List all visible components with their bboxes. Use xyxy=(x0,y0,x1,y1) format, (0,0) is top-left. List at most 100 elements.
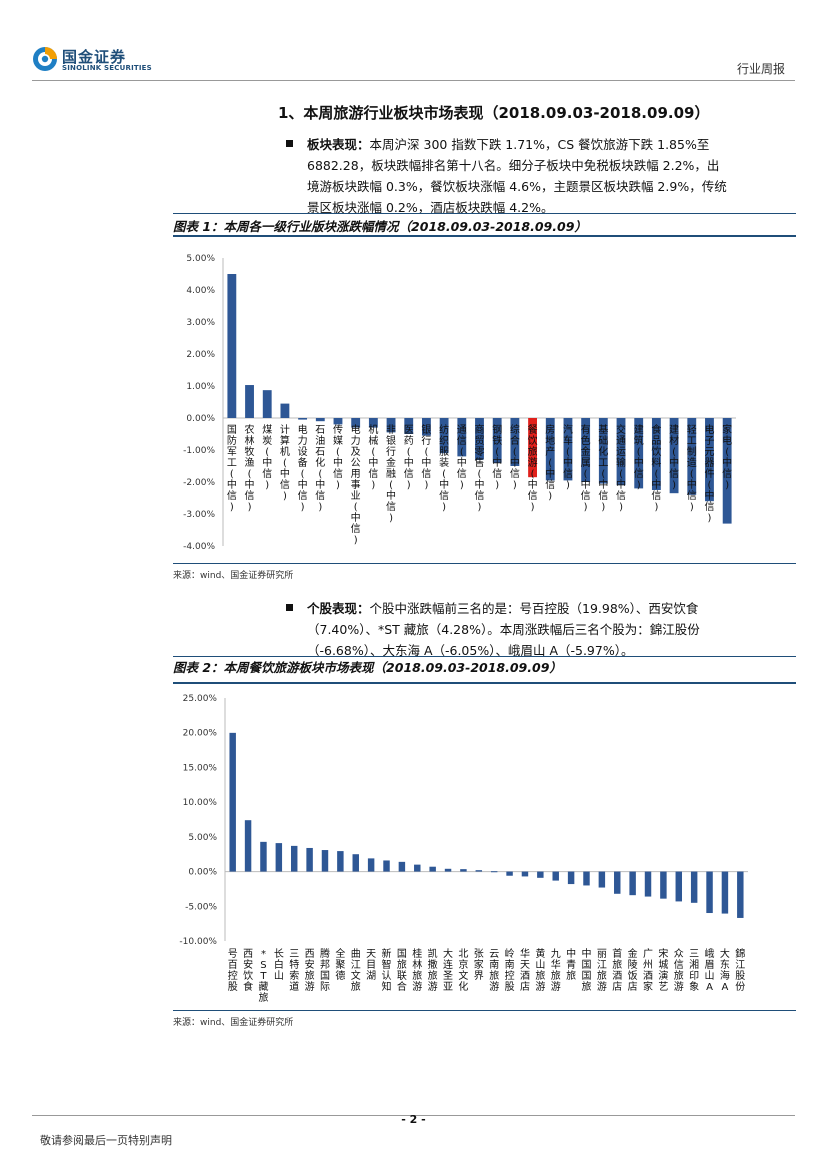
category-label: 国防军工(中信) xyxy=(227,424,237,513)
category-label: 建材(中信) xyxy=(669,423,679,491)
paragraph-label: 个股表现： xyxy=(307,601,370,616)
bar xyxy=(351,418,361,428)
category-label: 家电(中信) xyxy=(722,423,732,491)
bar xyxy=(705,418,714,502)
bar xyxy=(629,871,636,896)
company-logo: 国金证券 SINOLINK SECURITIES xyxy=(32,44,157,84)
category-label: 众信旅游 xyxy=(674,948,684,993)
figure-bottom-rule xyxy=(173,1010,796,1011)
bar xyxy=(227,274,237,418)
category-label: 黄山旅游 xyxy=(535,947,545,993)
bar xyxy=(244,820,252,872)
bar xyxy=(687,418,697,495)
y-tick-label: 5.00% xyxy=(186,254,215,264)
report-type: 行业周报 xyxy=(736,62,785,76)
bar xyxy=(545,418,555,481)
category-label: 西安旅游 xyxy=(305,949,315,993)
header-divider xyxy=(32,80,795,81)
paragraph-label: 板块表现： xyxy=(307,137,370,152)
paragraph-line: 景区板块涨幅 0.2%，酒店板块跌幅 4.2%。 xyxy=(307,200,554,215)
section-title: 1、本周旅游行业板块市场表现（2018.09.03-2018.09.09） xyxy=(278,104,710,122)
figure-top-rule xyxy=(173,213,796,214)
logo-text-en: SINOLINK SECURITIES xyxy=(62,64,152,72)
category-label: 食品饮料(中信) xyxy=(651,423,661,513)
category-label: 轻工制造(中信) xyxy=(687,423,697,513)
bar xyxy=(260,841,267,872)
bar xyxy=(245,385,254,418)
y-tick-label: -3.00% xyxy=(183,510,215,520)
category-label: 丽江旅游 xyxy=(597,949,607,993)
sector-performance-paragraph: 板块表现：本周沪深 300 指数下跌 1.71%，CS 餐饮旅游下跌 1.85%… xyxy=(286,134,796,218)
category-label: 电子元器件(中信) xyxy=(704,423,714,524)
category-label: 大东海 A xyxy=(720,947,730,993)
y-tick-label: 4.00% xyxy=(186,286,215,296)
figure2-title: 图表 2：本周餐饮旅游板块市场表现（2018.09.03-2018.09.09） xyxy=(173,660,562,675)
category-label: 电力设备(中信) xyxy=(298,423,308,513)
bar xyxy=(583,871,590,886)
bar xyxy=(368,418,378,428)
category-label: 传媒(中信) xyxy=(333,424,343,491)
page-number: - 2 - xyxy=(401,1113,426,1126)
y-tick-label: 20.00% xyxy=(183,729,218,739)
y-tick-label: 25.00% xyxy=(183,694,218,704)
bar xyxy=(669,418,679,494)
bar xyxy=(690,871,698,903)
figure-title-rule xyxy=(173,682,796,684)
bar xyxy=(460,869,467,872)
category-label: 桂林旅游 xyxy=(412,947,422,993)
bar xyxy=(422,418,431,436)
bar xyxy=(581,418,591,482)
bar xyxy=(298,418,308,420)
bar xyxy=(398,861,406,872)
bar xyxy=(275,843,283,872)
category-label: 中青旅 xyxy=(566,947,576,982)
bar xyxy=(737,871,744,918)
category-label: 凯撒旅游 xyxy=(428,947,438,993)
bullet-icon xyxy=(286,140,293,147)
category-label: 曲江文旅 xyxy=(351,948,361,993)
bar xyxy=(333,418,343,425)
category-label: 机械(中信) xyxy=(368,423,378,491)
bar xyxy=(367,858,375,872)
footer-divider xyxy=(32,1115,795,1116)
bar xyxy=(722,418,732,524)
category-label: 非银行金融(中信) xyxy=(386,424,396,524)
bar xyxy=(537,871,544,878)
category-label: 长白山 xyxy=(274,948,284,982)
figure-bottom-rule xyxy=(173,563,796,564)
disclaimer-text: 敬请参阅最后一页特别声明 xyxy=(40,1134,172,1147)
bar xyxy=(675,871,683,902)
bar xyxy=(475,870,483,872)
figure-title-rule xyxy=(173,235,796,237)
bar xyxy=(614,871,621,894)
bar xyxy=(634,418,644,489)
category-label: 首旅酒店 xyxy=(612,947,622,993)
industry-sector-chart: 5.00% 4.00% 3.00% 2.00% 1.00% 0.00% -1.00% -2.0… xyxy=(183,254,736,552)
category-label: 云南旅游 xyxy=(489,949,499,993)
bar xyxy=(510,418,520,466)
category-label: 国旅联合 xyxy=(397,948,407,993)
bar xyxy=(552,871,559,881)
category-label: 钢铁(中信) xyxy=(492,423,502,491)
category-label: 腾邦国际 xyxy=(320,947,330,993)
bar xyxy=(290,845,298,872)
bar xyxy=(490,871,498,873)
bar xyxy=(457,418,467,457)
category-label: 房地产(中信) xyxy=(545,423,555,502)
category-label: 农林牧渔(中信) xyxy=(245,423,255,513)
bar xyxy=(706,871,713,914)
category-label: 煤炭(中信) xyxy=(262,423,272,491)
category-label: 三湘印象 xyxy=(689,949,699,993)
paragraph-line: 6882.28，板块跌幅排名第十八名。细分子板块中免税板块跌幅 2.2%，出 xyxy=(307,158,720,173)
y-tick-label: -5.00% xyxy=(185,902,217,912)
bar xyxy=(563,418,573,481)
bar xyxy=(439,418,449,454)
bar xyxy=(414,864,421,872)
category-label: 电力及公用事业(中信) xyxy=(351,423,361,546)
bar xyxy=(306,847,313,872)
figure1-title: 图表 1：本周各一级行业版块涨跌幅情况（2018.09.03-2018.09.0… xyxy=(173,219,587,234)
category-label: 广州酒家 xyxy=(643,948,653,993)
figure1-source: 来源：wind、国金证券研究所 xyxy=(173,571,294,581)
bar xyxy=(404,418,414,434)
category-label: 基础化工(中信) xyxy=(598,423,608,513)
